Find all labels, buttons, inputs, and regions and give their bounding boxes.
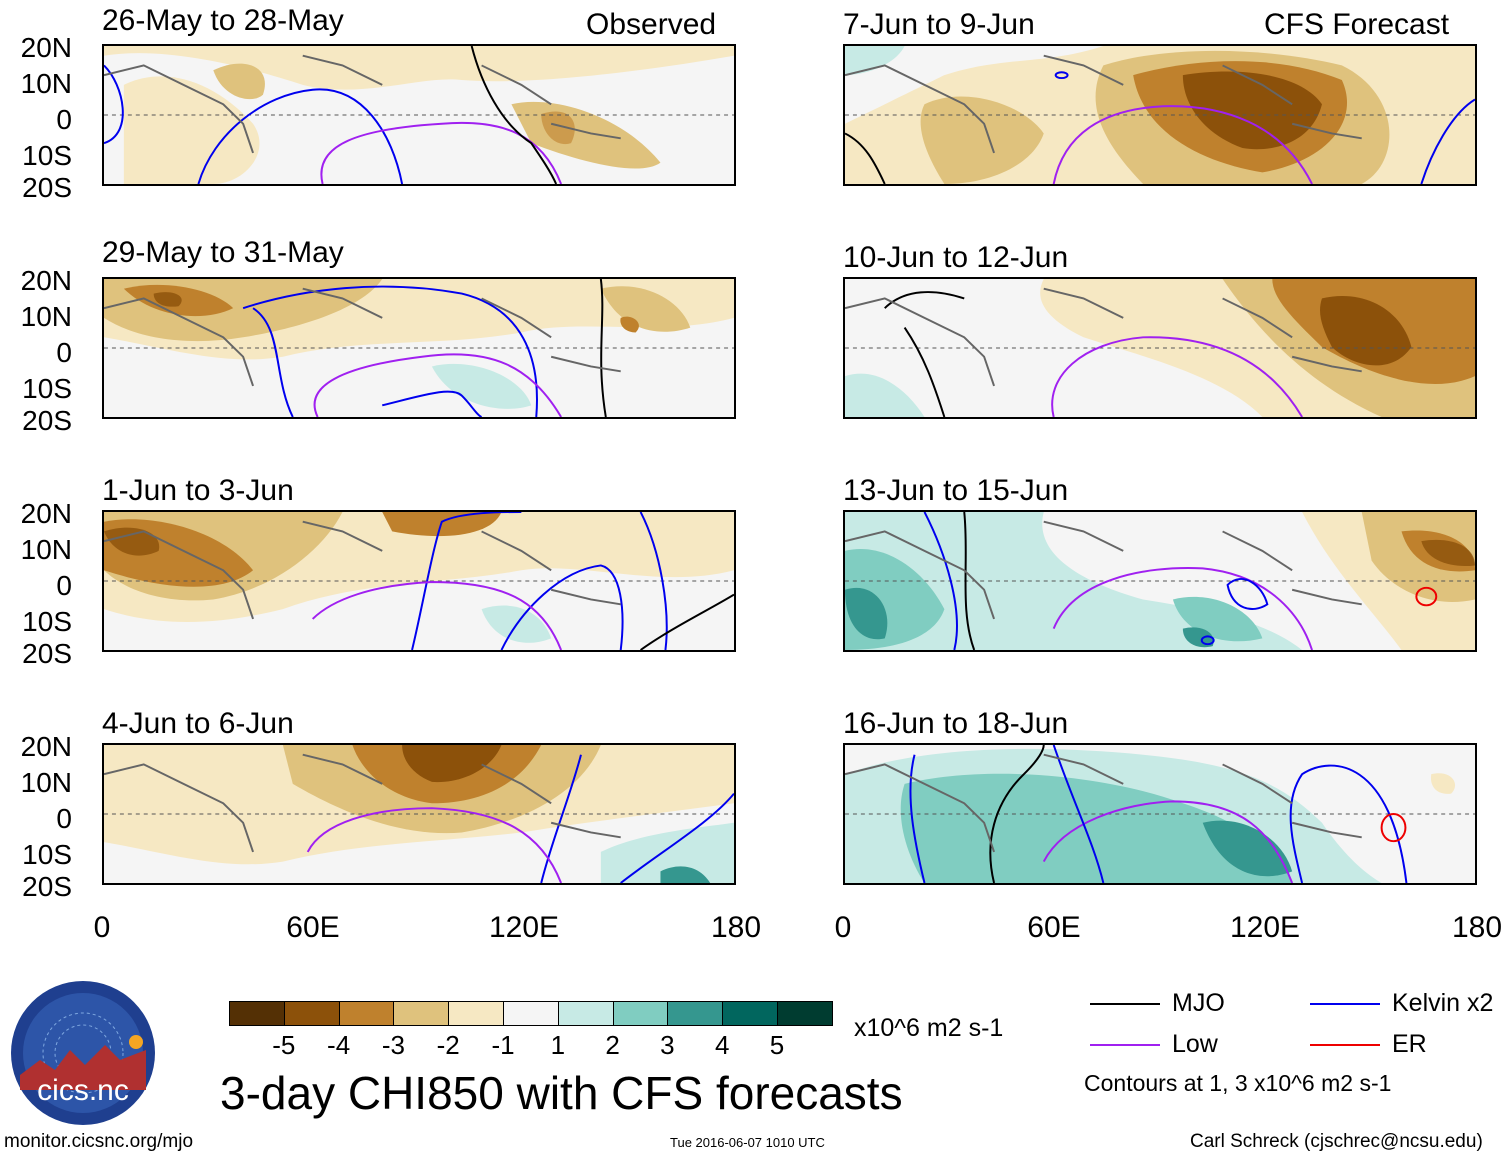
colorbar-tick-label: 1 (550, 1030, 566, 1060)
colorbar-swatch (777, 1001, 833, 1026)
y-tick-label: 0 (56, 337, 72, 368)
colorbar-swatch (667, 1001, 724, 1026)
colorbar-tick-label: -3 (381, 1030, 405, 1060)
colorbar-swatch (338, 1001, 395, 1026)
x-tick-right-60e: 60E (1027, 911, 1081, 944)
y-tick-label: 20N (20, 498, 72, 529)
colorbar-tick-label: 2 (605, 1030, 620, 1060)
legend-label-low: Low (1172, 1030, 1218, 1058)
colorbar-swatch (557, 1001, 614, 1026)
map-panel-obs-1 (102, 44, 736, 186)
panel-title-obs-4: 4-Jun to 6-Jun (102, 707, 294, 740)
panel-title-fc-3: 13-Jun to 15-Jun (843, 474, 1069, 507)
cics-logo: cics.nc (10, 980, 156, 1126)
map-panel-fc-3 (843, 510, 1477, 652)
y-tick-label: 10S (22, 373, 72, 404)
panel-title-fc-1: 7-Jun to 9-Jun (843, 8, 1035, 41)
legend-line-mjo (1090, 1003, 1160, 1005)
y-tick-label: 10N (20, 767, 72, 798)
y-tick-label: 10N (20, 534, 72, 565)
colorbar-units: x10^6 m2 s-1 (854, 1014, 1004, 1042)
y-tick-label: 20S (22, 405, 72, 436)
panel-title-obs-3: 1-Jun to 3-Jun (102, 474, 294, 507)
svg-text:cics.nc: cics.nc (37, 1074, 129, 1107)
colorbar-tick-label: 4 (714, 1030, 730, 1060)
colorbar-tick-label: 3 (660, 1030, 675, 1060)
y-tick-label: 10S (22, 140, 72, 171)
y-tick-label: 20N (20, 32, 72, 63)
colorbar-swatch (722, 1001, 778, 1026)
colorbar-tick-label: -1 (491, 1030, 515, 1060)
footer-timestamp: Tue 2016-06-07 1010 UTC (670, 1135, 825, 1150)
colorbar-tick-label: -5 (272, 1030, 296, 1060)
forecast-header: CFS Forecast (1264, 8, 1450, 41)
colorbar-swatch (229, 1001, 285, 1026)
panel-title-fc-2: 10-Jun to 12-Jun (843, 241, 1069, 274)
x-tick-right-120e: 120E (1229, 911, 1301, 944)
y-tick-label: 0 (56, 570, 72, 601)
y-tick-label: 20N (20, 265, 72, 296)
y-tick-label: 20S (22, 871, 72, 902)
colorbar-tick-label: -2 (436, 1030, 460, 1060)
map-panel-fc-4 (843, 743, 1477, 885)
legend-label-er: ER (1392, 1030, 1427, 1058)
colorbar-tick-label: 5 (769, 1030, 785, 1060)
y-tick-label: 10S (22, 606, 72, 637)
map-panel-obs-3 (102, 510, 736, 652)
legend-label-mjo: MJO (1172, 989, 1225, 1017)
map-panel-fc-1 (843, 44, 1477, 186)
y-tick-label: 20S (22, 638, 72, 669)
x-tick-right-180: 180 (1451, 911, 1503, 944)
y-tick-label: 10N (20, 301, 72, 332)
contours-note: Contours at 1, 3 x10^6 m2 s-1 (1084, 1070, 1392, 1096)
panel-title-obs-2: 29-May to 31-May (102, 236, 344, 269)
panel-title-obs-1: 26-May to 28-May (102, 4, 344, 37)
footer-author: Carl Schreck (cjschrec@ncsu.edu) (1190, 1131, 1483, 1152)
y-tick-label: 0 (56, 803, 72, 834)
y-tick-label: 0 (56, 104, 72, 135)
y-tick-label: 20N (20, 731, 72, 762)
map-panel-fc-2 (843, 277, 1477, 419)
figure-title: 3-day CHI850 with CFS forecasts (220, 1067, 903, 1119)
x-tick-left-60e: 60E (286, 911, 340, 944)
colorbar-swatch (393, 1001, 450, 1026)
y-tick-label: 10N (20, 68, 72, 99)
legend-line-kelvin (1310, 1003, 1380, 1005)
colorbar-swatch (283, 1001, 340, 1026)
x-tick-left-120e: 120E (488, 911, 560, 944)
x-tick-right-0: 0 (834, 911, 852, 944)
colorbar-swatch (503, 1001, 559, 1026)
legend-line-er (1310, 1044, 1380, 1046)
colorbar-swatch (612, 1001, 669, 1026)
colorbar-tick-label: -4 (327, 1030, 351, 1060)
map-panel-obs-4 (102, 743, 736, 885)
x-tick-left-0: 0 (93, 911, 111, 944)
colorbar-swatch (448, 1001, 504, 1026)
panel-title-fc-4: 16-Jun to 18-Jun (843, 707, 1069, 740)
footer-url[interactable]: monitor.cicsnc.org/mjo (4, 1131, 194, 1152)
legend-label-kelvin: Kelvin x2 (1392, 989, 1494, 1017)
y-tick-label: 10S (22, 839, 72, 870)
y-tick-label: 20S (22, 172, 72, 203)
observed-header: Observed (586, 8, 717, 41)
map-panel-obs-2 (102, 277, 736, 419)
x-tick-left-180: 180 (710, 911, 762, 944)
legend-line-low (1090, 1044, 1160, 1046)
